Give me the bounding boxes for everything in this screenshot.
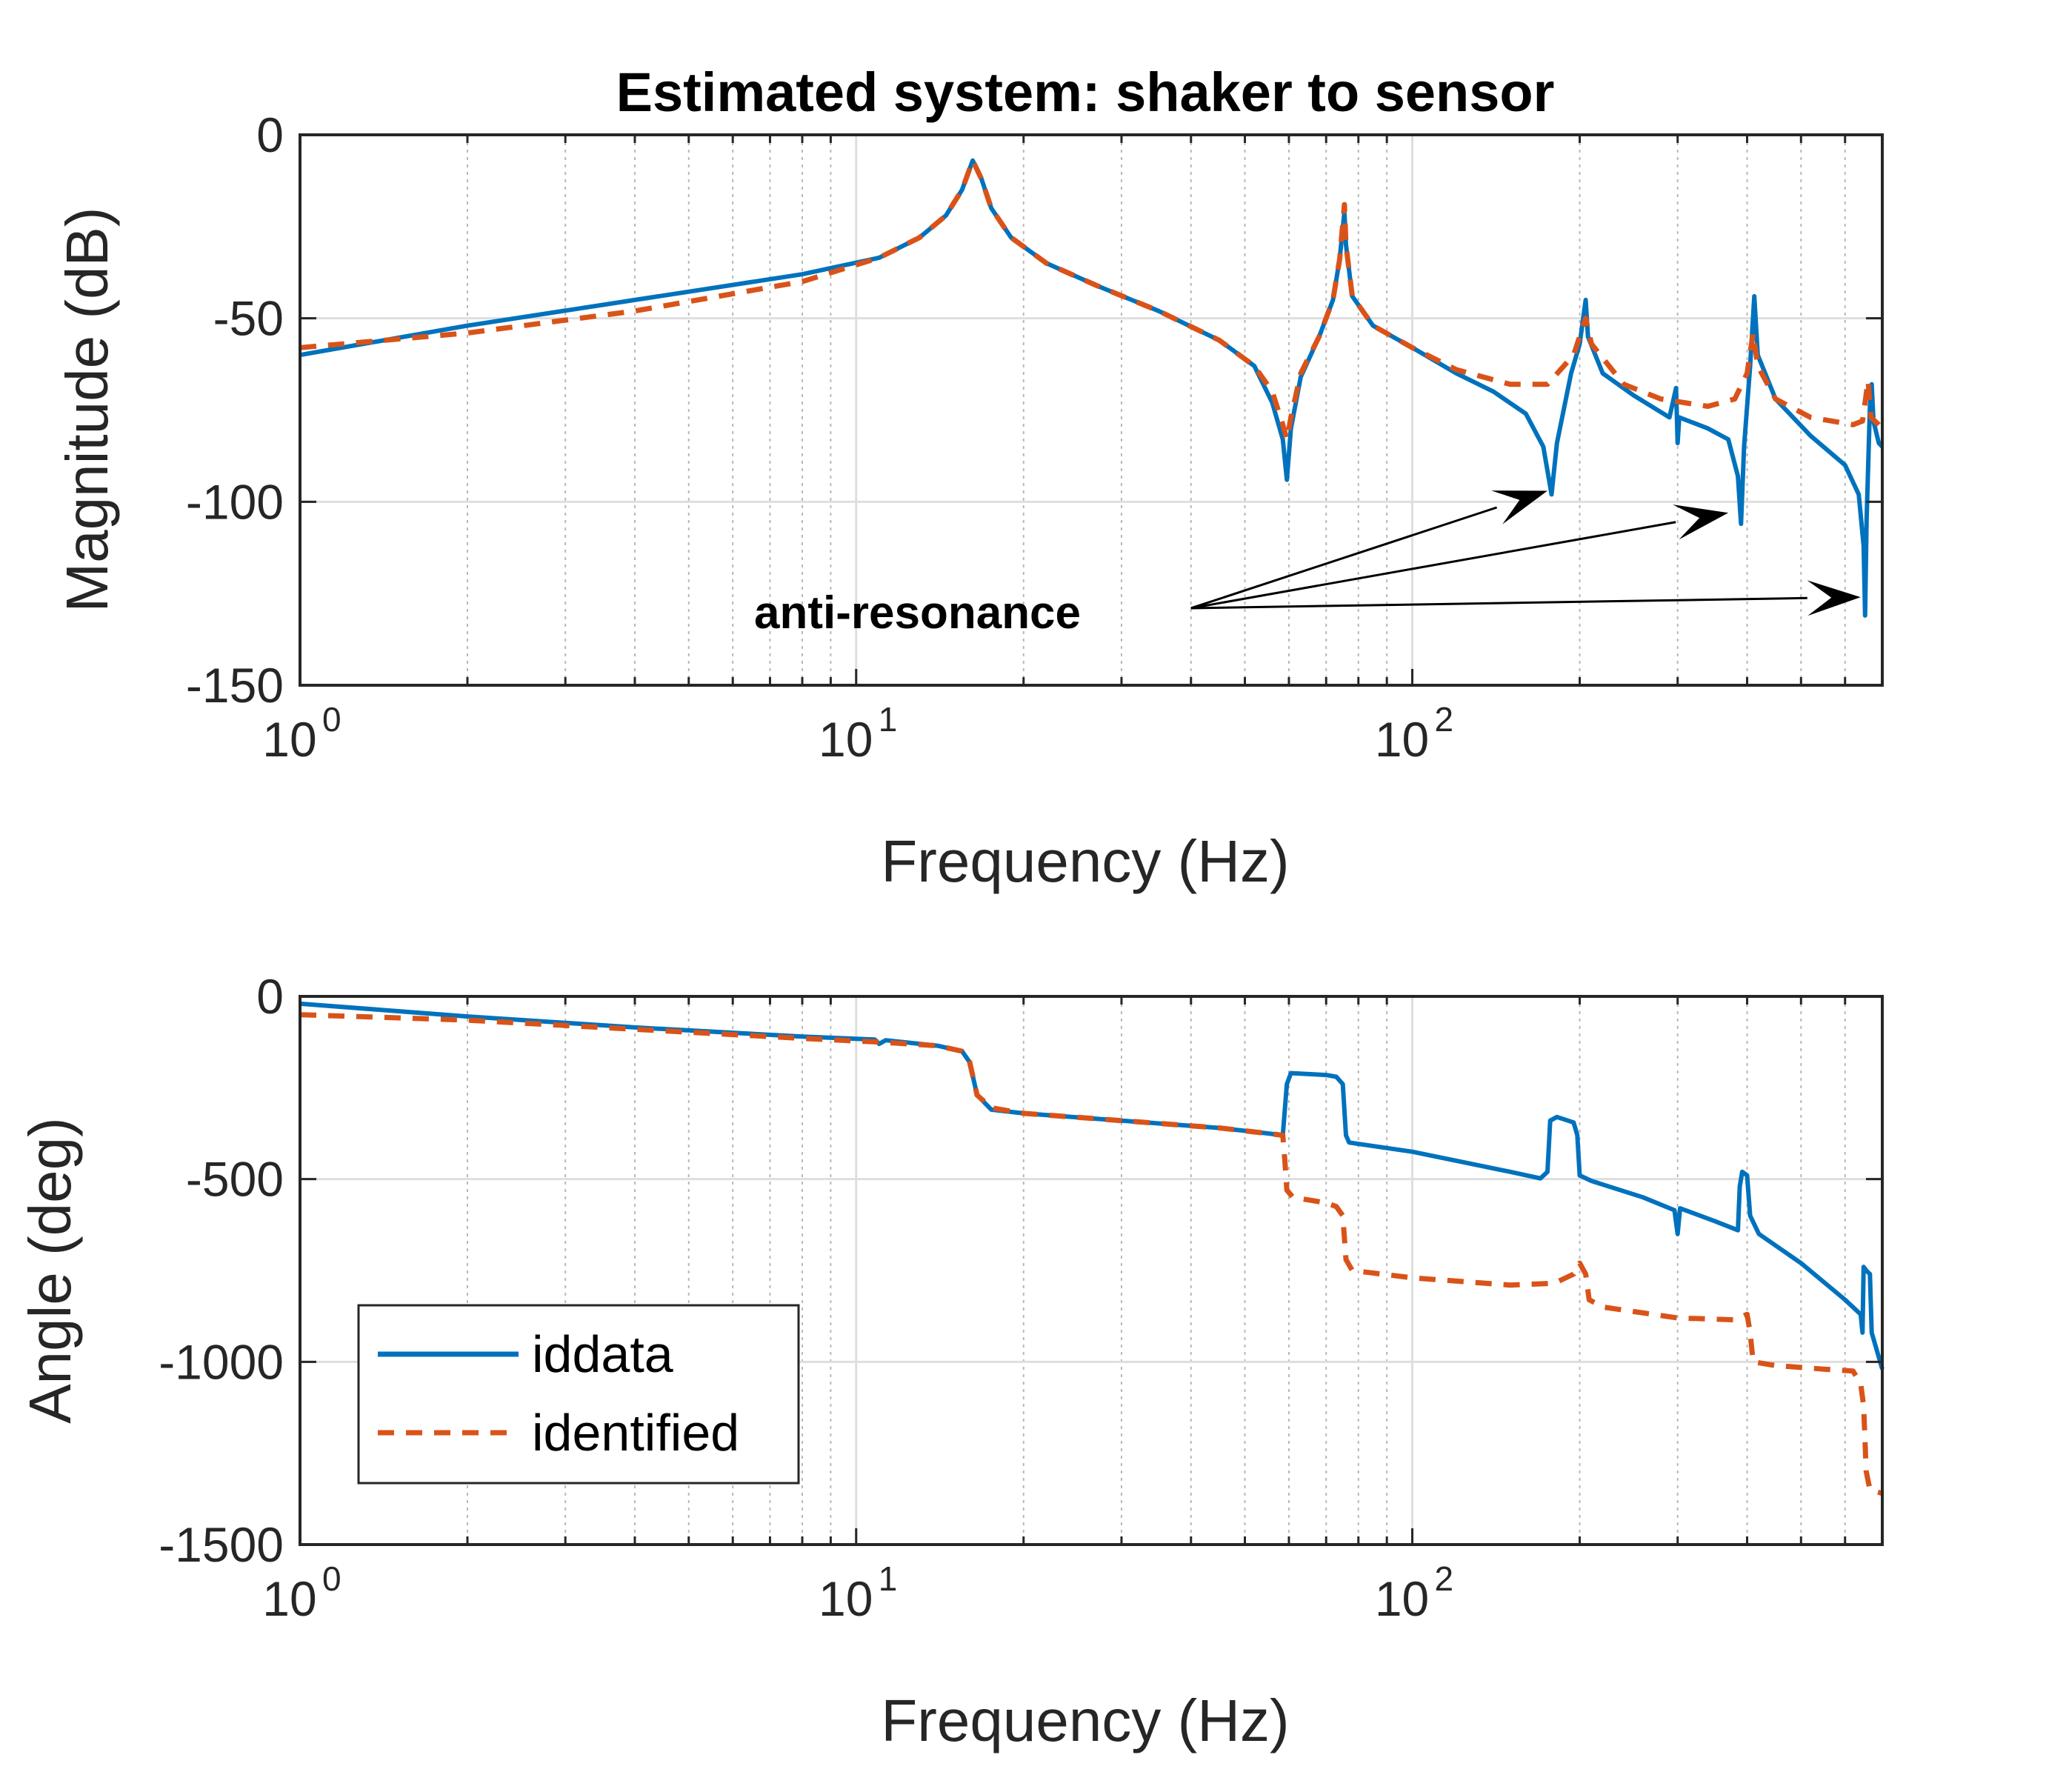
annotation-arrowhead xyxy=(1673,504,1729,540)
legend-label-identified: identified xyxy=(532,1404,739,1462)
magnitude-minor-gridlines xyxy=(467,135,1846,685)
magnitude-y-axis-label: Magnitude (dB) xyxy=(54,207,120,613)
x-tick-label: 10 xyxy=(1375,1571,1429,1626)
y-tick-label: -150 xyxy=(186,658,284,713)
series-identified xyxy=(299,158,1885,442)
y-tick-label: 0 xyxy=(256,969,284,1024)
annotation-arrowhead xyxy=(1807,580,1861,616)
magnitude-series xyxy=(299,158,1885,618)
phase-y-tick-labels: 0 -500 -1000 -1500 xyxy=(159,969,284,1572)
phase-plot: 0-500-1000-1500 10 0 10 1 10 2 Frequency (Hz)… xyxy=(17,969,1885,1753)
phase-x-tick-labels: 10 0 10 1 10 2 xyxy=(262,1559,1453,1626)
magnitude-plot: 0-50-100-150 10 0 10 1 10 2 Frequency (Hz) Ma… xyxy=(54,107,1885,894)
chart-title: Estimated system: shaker to sensor xyxy=(616,61,1555,123)
series-identified xyxy=(299,1012,1883,1496)
x-tick-label-exponent: 1 xyxy=(879,1559,898,1598)
anti-resonance-label: anti-resonance xyxy=(754,587,1081,639)
x-tick-label: 10 xyxy=(262,712,316,767)
magnitude-y-tick-labels: 0 -50 -100 -150 xyxy=(186,107,284,713)
phase-x-axis-label: Frequency (Hz) xyxy=(881,1688,1289,1753)
phase-tick-marks xyxy=(299,995,1882,1546)
annotation-arrow-line xyxy=(1190,596,1807,610)
anti-resonance-annotation: anti-resonance xyxy=(754,490,1861,639)
legend-label-iddata: iddata xyxy=(532,1325,673,1383)
phase-series xyxy=(299,1001,1885,1496)
magnitude-tick-marks xyxy=(299,133,1882,687)
annotation-arrowhead xyxy=(1491,490,1547,524)
phase-minor-gridlines xyxy=(467,996,1846,1545)
x-tick-label-exponent: 1 xyxy=(879,700,898,739)
y-tick-label: -100 xyxy=(186,474,284,529)
legend-box xyxy=(357,1304,800,1485)
x-tick-label: 10 xyxy=(262,1571,316,1626)
x-tick-label-exponent: 2 xyxy=(1435,700,1454,739)
x-tick-label-exponent: 0 xyxy=(322,700,341,739)
phase-y-axis-label: Angle (deg) xyxy=(17,1117,83,1424)
annotation-arrow-line xyxy=(1190,521,1676,610)
y-tick-label: -500 xyxy=(186,1152,284,1207)
y-tick-label: -1500 xyxy=(159,1517,284,1572)
x-tick-label: 10 xyxy=(819,1571,873,1626)
phase-axes-box xyxy=(299,995,1884,1546)
series-iddata xyxy=(299,1001,1885,1370)
x-tick-label-exponent: 0 xyxy=(322,1559,341,1598)
annotation-arrow-line xyxy=(1190,506,1498,610)
magnitude-x-axis-label: Frequency (Hz) xyxy=(881,828,1289,894)
magnitude-x-tick-labels: 10 0 10 1 10 2 xyxy=(262,700,1453,767)
legend: iddata identified xyxy=(357,1304,800,1485)
y-tick-label: -1000 xyxy=(159,1334,284,1389)
magnitude-plot-area xyxy=(300,135,1882,685)
x-tick-label: 10 xyxy=(819,712,873,767)
magnitude-axes-box xyxy=(299,133,1884,687)
series-iddata xyxy=(299,158,1885,618)
x-tick-label-exponent: 2 xyxy=(1435,1559,1454,1598)
y-tick-label: -50 xyxy=(213,291,284,346)
x-tick-label: 10 xyxy=(1375,712,1429,767)
y-tick-label: 0 xyxy=(256,107,284,162)
